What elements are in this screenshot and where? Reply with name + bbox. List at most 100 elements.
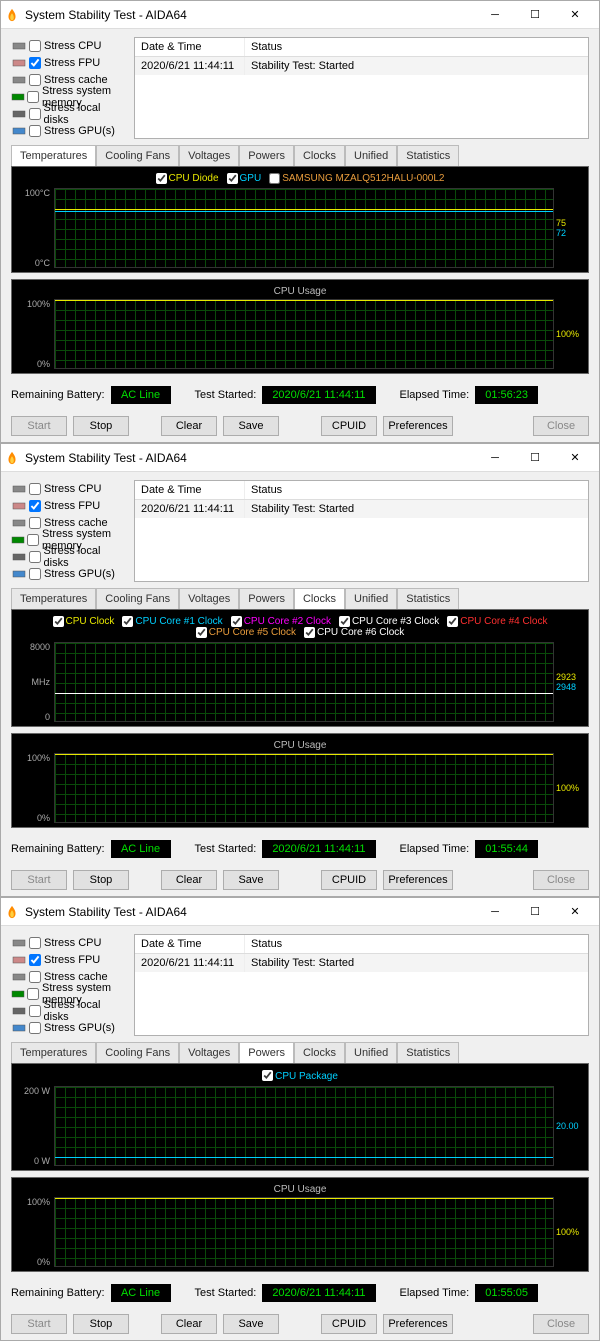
hw-mem-icon xyxy=(11,91,25,103)
maximize-button[interactable]: ☐ xyxy=(515,444,555,472)
cpu-y-axis: 100%0% xyxy=(16,753,54,823)
stress-gpu-checkbox[interactable] xyxy=(29,568,41,580)
stress-disk-checkbox[interactable] xyxy=(29,551,41,563)
tab-statistics[interactable]: Statistics xyxy=(397,1042,459,1063)
tab-voltages[interactable]: Voltages xyxy=(179,588,239,609)
clear-button[interactable]: Clear xyxy=(161,416,217,436)
legend-checkbox[interactable] xyxy=(196,627,207,638)
tab-powers[interactable]: Powers xyxy=(239,145,294,166)
stress-gpu-checkbox[interactable] xyxy=(29,125,41,137)
start-button[interactable]: Start xyxy=(11,870,67,890)
legend-checkbox[interactable] xyxy=(122,616,133,627)
tab-temperatures[interactable]: Temperatures xyxy=(11,588,96,609)
tab-powers[interactable]: Powers xyxy=(239,1042,294,1063)
tab-unified[interactable]: Unified xyxy=(345,145,397,166)
close-button[interactable]: Close xyxy=(533,870,589,890)
stop-button[interactable]: Stop xyxy=(73,870,129,890)
save-button[interactable]: Save xyxy=(223,1314,279,1334)
legend-checkbox[interactable] xyxy=(269,173,280,184)
log-table: Date & TimeStatus2020/6/21 11:44:11Stabi… xyxy=(134,37,589,139)
close-button[interactable]: Close xyxy=(533,416,589,436)
minimize-button[interactable]: ─ xyxy=(475,898,515,926)
tab-statistics[interactable]: Statistics xyxy=(397,588,459,609)
close-window-button[interactable]: ✕ xyxy=(555,444,595,472)
stress-fpu-checkbox[interactable] xyxy=(29,500,41,512)
elapsed-value: 01:56:23 xyxy=(475,386,538,404)
stress-mem-checkbox[interactable] xyxy=(27,988,39,1000)
tab-clocks[interactable]: Clocks xyxy=(294,588,345,609)
stress-gpu-checkbox[interactable] xyxy=(29,1022,41,1034)
tab-voltages[interactable]: Voltages xyxy=(179,1042,239,1063)
minimize-button[interactable]: ─ xyxy=(475,444,515,472)
tab-clocks[interactable]: Clocks xyxy=(294,145,345,166)
stress-fpu-checkbox[interactable] xyxy=(29,57,41,69)
cpuid-button[interactable]: CPUID xyxy=(321,1314,377,1334)
stop-button[interactable]: Stop xyxy=(73,1314,129,1334)
tab-unified[interactable]: Unified xyxy=(345,588,397,609)
stress-cache-checkbox[interactable] xyxy=(29,517,41,529)
stress-fpu-checkbox[interactable] xyxy=(29,954,41,966)
main-chart: CPU Package200 W0 W20.00 xyxy=(11,1063,589,1170)
tabs: TemperaturesCooling FansVoltagesPowersCl… xyxy=(1,145,599,166)
tab-clocks[interactable]: Clocks xyxy=(294,1042,345,1063)
legend-checkbox[interactable] xyxy=(53,616,64,627)
stress-cache-checkbox[interactable] xyxy=(29,74,41,86)
preferences-button[interactable]: Preferences xyxy=(383,870,453,890)
stress-disk-checkbox[interactable] xyxy=(29,108,41,120)
preferences-button[interactable]: Preferences xyxy=(383,416,453,436)
stress-options: Stress CPUStress FPUStress cacheStress s… xyxy=(11,37,126,139)
tab-voltages[interactable]: Voltages xyxy=(179,145,239,166)
stress-cache-checkbox[interactable] xyxy=(29,971,41,983)
legend-checkbox[interactable] xyxy=(156,173,167,184)
legend-checkbox[interactable] xyxy=(339,616,350,627)
tab-temperatures[interactable]: Temperatures xyxy=(11,1042,96,1063)
close-window-button[interactable]: ✕ xyxy=(555,1,595,29)
chart-rval: 2923 xyxy=(556,672,584,682)
log-v1: 2020/6/21 11:44:11 xyxy=(135,57,245,75)
start-button[interactable]: Start xyxy=(11,1314,67,1334)
legend-checkbox[interactable] xyxy=(231,616,242,627)
tab-statistics[interactable]: Statistics xyxy=(397,145,459,166)
tab-powers[interactable]: Powers xyxy=(239,588,294,609)
clear-button[interactable]: Clear xyxy=(161,1314,217,1334)
cpuid-button[interactable]: CPUID xyxy=(321,416,377,436)
tab-cooling-fans[interactable]: Cooling Fans xyxy=(96,1042,179,1063)
close-window-button[interactable]: ✕ xyxy=(555,898,595,926)
stress-cpu-checkbox[interactable] xyxy=(29,483,41,495)
maximize-button[interactable]: ☐ xyxy=(515,1,555,29)
legend-checkbox[interactable] xyxy=(262,1070,273,1081)
tab-temperatures[interactable]: Temperatures xyxy=(11,145,96,166)
stress-disk-row: Stress local disks xyxy=(11,1002,126,1019)
started-label: Test Started: xyxy=(195,389,257,401)
start-button[interactable]: Start xyxy=(11,416,67,436)
stress-mem-checkbox[interactable] xyxy=(27,534,39,546)
maximize-button[interactable]: ☐ xyxy=(515,898,555,926)
save-button[interactable]: Save xyxy=(223,870,279,890)
clear-button[interactable]: Clear xyxy=(161,870,217,890)
stop-button[interactable]: Stop xyxy=(73,416,129,436)
legend-item: CPU Core #6 Clock xyxy=(304,627,404,638)
save-button[interactable]: Save xyxy=(223,416,279,436)
stress-disk-label: Stress local disks xyxy=(44,102,126,126)
stress-mem-checkbox[interactable] xyxy=(27,91,39,103)
cpuid-button[interactable]: CPUID xyxy=(321,870,377,890)
legend-checkbox[interactable] xyxy=(227,173,238,184)
battery-value: AC Line xyxy=(111,1284,171,1302)
legend-item: CPU Core #5 Clock xyxy=(196,627,296,638)
hw-fpu-icon xyxy=(11,954,27,966)
cpu-graph xyxy=(54,299,554,369)
button-bar: Start Stop Clear Save CPUID Preferences Close xyxy=(1,864,599,896)
preferences-button[interactable]: Preferences xyxy=(383,1314,453,1334)
tab-unified[interactable]: Unified xyxy=(345,1042,397,1063)
hw-fpu-icon xyxy=(11,500,27,512)
stress-cpu-row: Stress CPU xyxy=(11,934,126,951)
stress-cpu-checkbox[interactable] xyxy=(29,40,41,52)
stress-cpu-checkbox[interactable] xyxy=(29,937,41,949)
tab-cooling-fans[interactable]: Cooling Fans xyxy=(96,588,179,609)
stress-disk-checkbox[interactable] xyxy=(29,1005,41,1017)
legend-checkbox[interactable] xyxy=(447,616,458,627)
legend-checkbox[interactable] xyxy=(304,627,315,638)
minimize-button[interactable]: ─ xyxy=(475,1,515,29)
tab-cooling-fans[interactable]: Cooling Fans xyxy=(96,145,179,166)
close-button[interactable]: Close xyxy=(533,1314,589,1334)
